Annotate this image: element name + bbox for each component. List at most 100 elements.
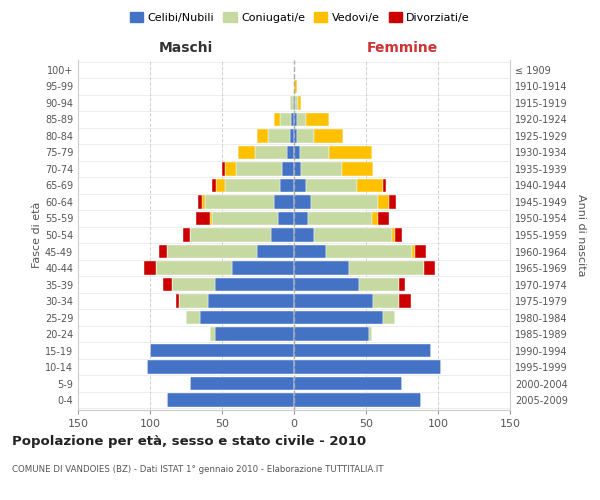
Bar: [294, 212, 308, 226]
Bar: [156, 261, 232, 275]
Bar: [176, 294, 179, 308]
Bar: [208, 294, 294, 308]
Bar: [308, 212, 372, 226]
Bar: [294, 377, 402, 390]
Bar: [211, 328, 215, 341]
Bar: [280, 112, 291, 126]
Bar: [280, 178, 294, 192]
Bar: [377, 212, 389, 226]
Bar: [290, 96, 293, 110]
Bar: [359, 278, 399, 291]
Bar: [212, 178, 216, 192]
Bar: [179, 294, 208, 308]
Bar: [389, 195, 396, 209]
Bar: [163, 278, 172, 291]
Bar: [205, 195, 274, 209]
Bar: [158, 244, 167, 258]
Bar: [294, 394, 421, 407]
Bar: [295, 96, 298, 110]
Text: Femmine: Femmine: [367, 41, 437, 55]
Bar: [150, 344, 294, 358]
Bar: [186, 311, 200, 324]
Bar: [298, 96, 301, 110]
Bar: [215, 328, 294, 341]
Bar: [172, 278, 215, 291]
Bar: [297, 112, 305, 126]
Bar: [373, 294, 399, 308]
Bar: [294, 112, 297, 126]
Bar: [278, 212, 294, 226]
Bar: [144, 261, 156, 275]
Bar: [294, 261, 349, 275]
Bar: [290, 129, 294, 142]
Bar: [190, 228, 271, 242]
Bar: [399, 294, 410, 308]
Bar: [326, 244, 412, 258]
Bar: [297, 129, 314, 142]
Bar: [294, 178, 305, 192]
Bar: [395, 228, 402, 242]
Bar: [268, 129, 290, 142]
Bar: [294, 195, 311, 209]
Bar: [314, 228, 392, 242]
Bar: [222, 162, 225, 175]
Bar: [349, 261, 424, 275]
Bar: [211, 212, 212, 226]
Text: Maschi: Maschi: [159, 41, 213, 55]
Bar: [358, 178, 383, 192]
Bar: [287, 146, 294, 159]
Bar: [294, 311, 383, 324]
Bar: [225, 178, 280, 192]
Bar: [305, 112, 329, 126]
Bar: [311, 195, 377, 209]
Bar: [294, 228, 314, 242]
Bar: [415, 244, 427, 258]
Bar: [294, 162, 301, 175]
Bar: [147, 360, 294, 374]
Bar: [294, 294, 373, 308]
Bar: [412, 244, 415, 258]
Bar: [369, 328, 372, 341]
Bar: [294, 80, 297, 93]
Bar: [167, 394, 294, 407]
Bar: [372, 212, 377, 226]
Bar: [271, 228, 294, 242]
Bar: [424, 261, 435, 275]
Bar: [283, 162, 294, 175]
Bar: [274, 112, 280, 126]
Bar: [294, 328, 369, 341]
Bar: [301, 162, 341, 175]
Legend: Celibi/Nubili, Coniugati/e, Vedovi/e, Divorziati/e: Celibi/Nubili, Coniugati/e, Vedovi/e, Di…: [125, 8, 475, 28]
Bar: [238, 146, 255, 159]
Bar: [216, 178, 225, 192]
Bar: [300, 146, 329, 159]
Bar: [236, 162, 283, 175]
Bar: [383, 311, 395, 324]
Bar: [329, 146, 372, 159]
Bar: [167, 244, 257, 258]
Bar: [305, 178, 358, 192]
Bar: [392, 228, 395, 242]
Text: Popolazione per età, sesso e stato civile - 2010: Popolazione per età, sesso e stato civil…: [12, 435, 366, 448]
Bar: [225, 162, 236, 175]
Bar: [212, 212, 278, 226]
Bar: [399, 278, 405, 291]
Bar: [383, 178, 386, 192]
Bar: [232, 261, 294, 275]
Bar: [294, 96, 295, 110]
Bar: [377, 195, 389, 209]
Bar: [294, 278, 359, 291]
Bar: [291, 112, 294, 126]
Bar: [294, 244, 326, 258]
Bar: [202, 195, 205, 209]
Bar: [215, 278, 294, 291]
Bar: [294, 360, 441, 374]
Bar: [257, 129, 268, 142]
Bar: [196, 212, 211, 226]
Bar: [200, 311, 294, 324]
Bar: [183, 228, 190, 242]
Bar: [314, 129, 343, 142]
Bar: [197, 195, 202, 209]
Y-axis label: Anni di nascita: Anni di nascita: [576, 194, 586, 276]
Text: COMUNE DI VANDOIES (BZ) - Dati ISTAT 1° gennaio 2010 - Elaborazione TUTTITALIA.I: COMUNE DI VANDOIES (BZ) - Dati ISTAT 1° …: [12, 465, 383, 474]
